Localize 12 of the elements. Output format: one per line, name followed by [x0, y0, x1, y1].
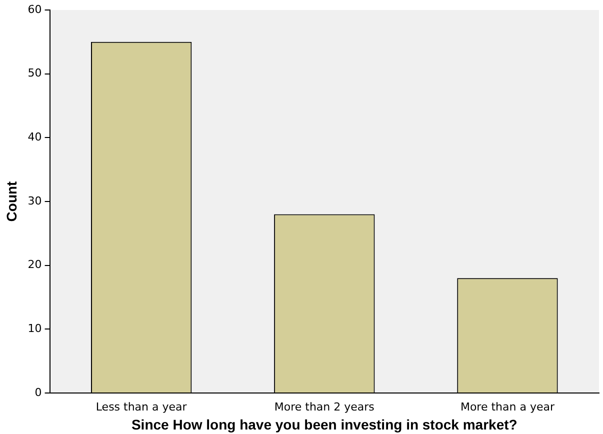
x-axis-title: Since How long have you been investing in stock market? — [131, 416, 518, 432]
y-axis-title: Count — [3, 180, 20, 222]
y-tick-label: 30 — [28, 194, 42, 208]
y-tick-label: 20 — [28, 258, 42, 272]
y-tick-label: 50 — [28, 66, 42, 80]
y-tick-label: 0 — [34, 386, 42, 399]
x-tick-label: More than a year — [460, 400, 555, 414]
y-tick-label: 60 — [28, 2, 42, 16]
x-tick-label: Less than a year — [96, 400, 188, 414]
x-tick-label: More than 2 years — [274, 400, 375, 414]
y-tick-label: 40 — [28, 130, 42, 144]
y-tick-label: 10 — [28, 322, 42, 336]
